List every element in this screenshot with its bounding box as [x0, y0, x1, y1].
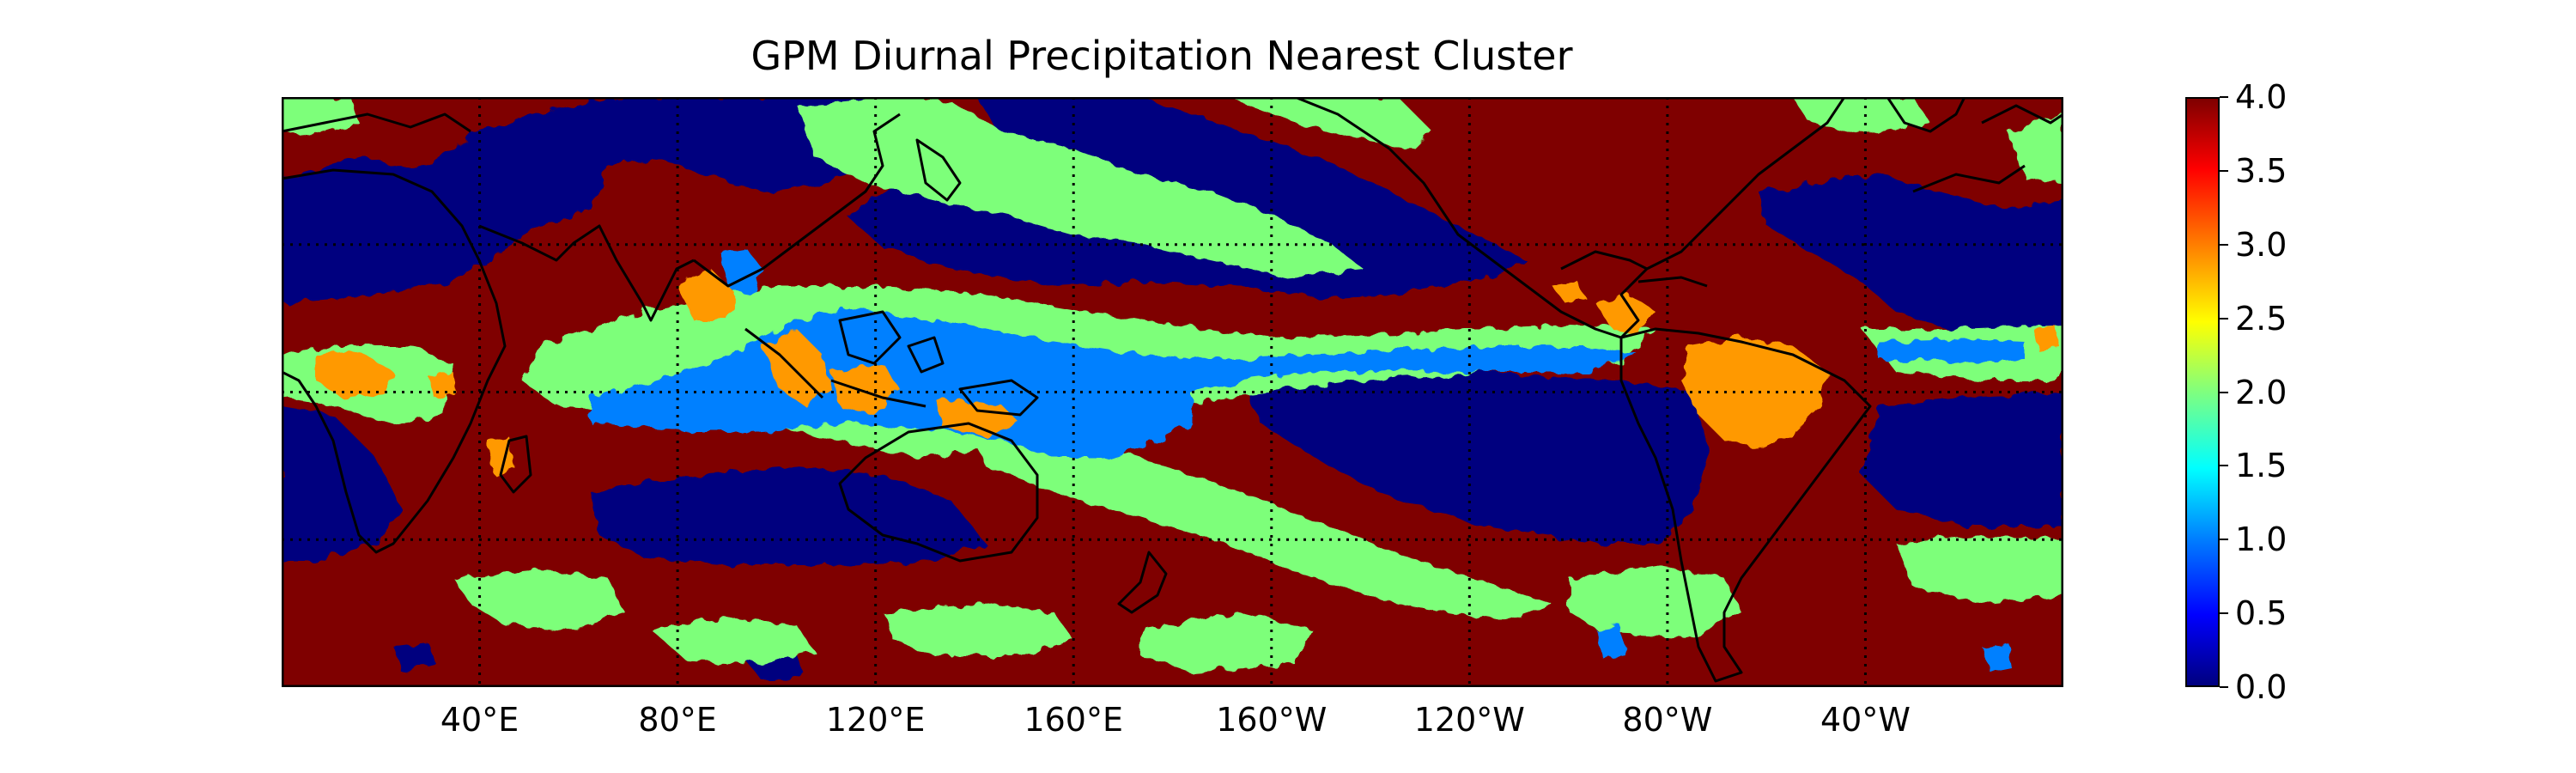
- colorbar-tick: [2220, 243, 2228, 246]
- colorbar: 0.0 0.5 1.0 1.5 2.0 2.5 3.0 3.5 4.0: [2185, 78, 2443, 706]
- colorbar-tick: [2220, 391, 2228, 393]
- colorbar-tick-label: 0.0: [2235, 668, 2287, 706]
- x-tick-label: 120°W: [1413, 701, 1525, 739]
- colorbar-tick-label: 4.0: [2235, 78, 2287, 116]
- map-title: GPM Diurnal Precipitation Nearest Cluste…: [750, 33, 1573, 79]
- colorbar-tick-label: 2.0: [2235, 373, 2287, 411]
- x-axis: 40°E 80°E 120°E 160°E 160°W 120°W 80°W 40°W: [282, 687, 2063, 756]
- cluster-1-regions: [591, 247, 2025, 673]
- gridlines: [282, 97, 2063, 687]
- colorbar-tick: [2220, 686, 2228, 688]
- x-tick-label: 80°W: [1622, 701, 1713, 739]
- colorbar-tick-label: 2.5: [2235, 299, 2287, 338]
- x-tick-label: 120°E: [825, 701, 926, 739]
- colorbar-tick: [2220, 539, 2228, 541]
- colorbar-tick: [2220, 612, 2228, 615]
- colorbar-tick-label: 3.5: [2235, 151, 2287, 190]
- cluster-3-regions: [316, 269, 2059, 475]
- colorbar-tick-label: 1.0: [2235, 520, 2287, 559]
- coastlines: [282, 97, 2063, 683]
- colorbar-tick: [2220, 317, 2228, 320]
- colorbar-tick-label: 0.5: [2235, 594, 2287, 633]
- x-tick-label: 40°W: [1820, 701, 1911, 739]
- x-tick-label: 40°E: [440, 701, 519, 739]
- cluster-map: [282, 97, 2063, 687]
- map-frame: [282, 97, 2063, 687]
- colorbar-gradient: [2185, 97, 2220, 687]
- x-tick-label: 80°E: [638, 701, 717, 739]
- x-tick-label: 160°E: [1024, 701, 1123, 739]
- x-tick-label: 160°W: [1216, 701, 1327, 739]
- colorbar-tick: [2220, 169, 2228, 172]
- colorbar-tick-label: 3.0: [2235, 225, 2287, 264]
- colorbar-tick-label: 1.5: [2235, 447, 2287, 485]
- colorbar-tick: [2220, 465, 2228, 467]
- colorbar-tick: [2220, 96, 2228, 98]
